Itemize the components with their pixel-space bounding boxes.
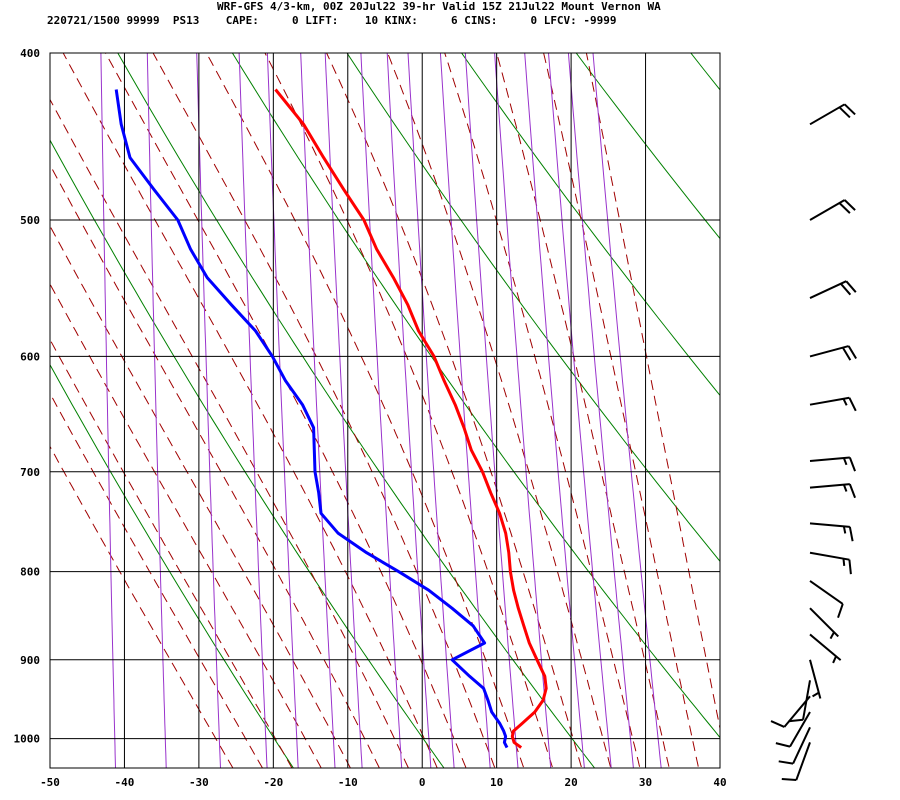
sounding-traces (114, 88, 548, 749)
mixing-ratio-line (464, 53, 519, 768)
mixing-ratio-line (196, 53, 222, 768)
moist-adiabat-line (50, 445, 234, 768)
x-tick-label: 10 (490, 776, 503, 789)
y-tick-label: 600 (20, 350, 40, 363)
mixing-ratio-line (547, 53, 612, 768)
moist-adiabat-line (264, 53, 554, 768)
wind-barb (781, 742, 811, 781)
y-tick-label: 900 (20, 654, 40, 667)
wind-barb (809, 103, 856, 126)
tick-labels: -50 -40 -30 -20 -10 0 10 20 30 40 400 500 600 700 800 9… (14, 47, 727, 789)
dry-adiabat-line (575, 53, 720, 240)
wind-barb (809, 199, 856, 221)
mixing-ratio-line (146, 53, 167, 768)
wind-barb (809, 456, 856, 472)
grid (49, 52, 721, 769)
mixing-ratio-line (407, 53, 455, 768)
wind-barb (809, 607, 839, 640)
moist-adiabat-line (152, 53, 496, 768)
wind-barb (788, 680, 811, 723)
x-tick-label: 30 (639, 776, 652, 789)
sounding-indices: 220721/1500 99999 PS13 CAPE: 0 LIFT: 10 … (47, 14, 617, 27)
wind-barb (809, 345, 857, 361)
dry-adiabat-line (774, 15, 900, 783)
mixing-ratio-line (100, 53, 117, 768)
y-tick-label: 800 (20, 566, 40, 579)
wind-barb (809, 580, 844, 619)
chart-title: WRF-GFS 4/3-km, 00Z 20Jul22 39-hr Valid … (217, 0, 661, 13)
x-tick-label: 20 (564, 776, 577, 789)
moist-adiabat-line (585, 53, 720, 731)
mixing-ratio-line (360, 53, 403, 768)
mixing-ratio-line (567, 53, 634, 768)
wind-barb (775, 711, 811, 748)
y-tick-label: 500 (20, 214, 40, 227)
dry-adiabat-line (50, 139, 445, 768)
wind-barb (778, 726, 811, 765)
dewpoint-line (114, 89, 509, 749)
moist-adiabat-line (50, 392, 264, 768)
dry-adiabat-line (346, 53, 720, 563)
moist-adiabat-line (326, 53, 583, 768)
mixing-ratio-line (494, 53, 552, 768)
background-lines (50, 15, 900, 783)
y-tick-label: 400 (20, 47, 40, 60)
mixing-ratio-line (592, 53, 662, 768)
wind-barbs (770, 103, 857, 781)
moist-adiabat-line (62, 53, 438, 768)
wind-barb (809, 551, 852, 575)
dry-adiabat-line (887, 15, 900, 783)
moist-adiabat-line (50, 338, 293, 768)
wind-barb (809, 633, 842, 664)
x-tick-label: -50 (40, 776, 60, 789)
dry-adiabat-line (690, 53, 720, 91)
mixing-ratio-line (524, 53, 585, 768)
moist-adiabat-line (50, 98, 409, 768)
wind-barb (809, 280, 857, 299)
plot-frame (49, 52, 721, 769)
moist-adiabat-line (50, 283, 322, 768)
wind-barb (809, 659, 822, 699)
wind-barb (809, 522, 854, 542)
mixing-ratio-line (266, 53, 299, 768)
moist-adiabat-line (50, 163, 380, 768)
dry-adiabat-line (50, 363, 295, 768)
moist-adiabat-line (543, 53, 700, 768)
mixing-ratio-line (324, 53, 363, 768)
dry-adiabat-line (460, 53, 720, 397)
moist-adiabat-line (387, 53, 612, 768)
y-tick-label: 700 (20, 466, 40, 479)
x-tick-label: -30 (189, 776, 209, 789)
moist-adiabat-line (104, 53, 467, 768)
mixing-ratio-line (386, 53, 432, 768)
moist-adiabat-line (205, 53, 525, 768)
x-tick-label: 40 (713, 776, 726, 789)
x-tick-label: 0 (419, 776, 426, 789)
wind-barb (809, 396, 857, 412)
temperature-line (274, 88, 548, 749)
wind-barb (809, 483, 856, 499)
y-tick-label: 1000 (14, 733, 41, 746)
moist-adiabat-line (444, 53, 641, 768)
mixing-ratio-line (238, 53, 268, 768)
mixing-ratio-line (300, 53, 336, 768)
moist-adiabat-line (496, 53, 670, 768)
mixing-ratio-line (439, 53, 491, 768)
x-tick-label: -20 (263, 776, 283, 789)
x-tick-label: -40 (115, 776, 135, 789)
x-tick-label: -10 (338, 776, 358, 789)
dry-adiabat-line (117, 53, 596, 768)
